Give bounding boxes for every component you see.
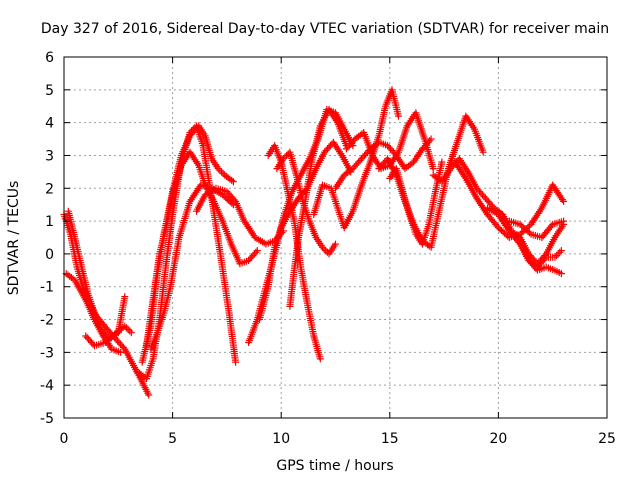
series-s7	[143, 148, 261, 350]
series-s16	[332, 135, 435, 192]
data-point-markers	[516, 237, 565, 271]
series-s3	[64, 207, 129, 343]
data-point-markers	[332, 135, 435, 192]
y-tick-label: -3	[40, 345, 54, 361]
chart-title: Day 327 of 2016, Sidereal Day-to-day VTE…	[41, 21, 609, 37]
series-s12	[264, 142, 324, 363]
series-s21	[451, 158, 568, 241]
x-tick-label: 20	[489, 431, 507, 447]
series-s9	[193, 184, 287, 248]
series-s14	[286, 106, 350, 310]
data-point-markers	[82, 322, 135, 350]
y-tick-label: -4	[40, 378, 54, 394]
x-tick-label: 10	[272, 431, 290, 447]
series-s8	[147, 181, 237, 353]
data-point-markers	[286, 106, 350, 310]
data-point-markers	[143, 148, 261, 350]
data-point-markers	[64, 207, 129, 343]
series-s24	[516, 237, 565, 271]
y-tick-label: -5	[40, 411, 54, 427]
axes: 0 5 10 15 20 25 -5 -4 -3 -2 -1 0 1 2 3 4 5 6	[40, 50, 616, 447]
series-s11	[256, 138, 355, 323]
data-point-markers	[147, 181, 237, 353]
x-axis-title: GPS time / hours	[276, 458, 393, 474]
series-s4	[82, 322, 135, 350]
y-tick-label: 0	[45, 247, 54, 263]
y-tick-label: 1	[45, 214, 54, 230]
y-tick-label: 4	[45, 116, 54, 132]
x-tick-label: 5	[168, 431, 177, 447]
y-tick-label: 6	[45, 50, 54, 66]
data-point-markers	[256, 138, 355, 323]
x-tick-label: 25	[598, 431, 616, 447]
y-axis-title: SDTVAR / TECUs	[6, 181, 22, 296]
data-point-markers	[193, 184, 287, 248]
y-tick-label: -2	[40, 313, 54, 329]
y-tick-label: -1	[40, 280, 54, 296]
data-point-markers	[505, 217, 568, 241]
series-s23	[505, 217, 568, 241]
data-point-markers	[451, 158, 568, 241]
x-tick-label: 15	[381, 431, 399, 447]
data-points	[60, 86, 568, 399]
data-point-markers	[264, 142, 324, 363]
y-tick-label: 2	[45, 181, 54, 197]
plot-frame	[63, 56, 608, 419]
y-tick-label: 5	[45, 83, 54, 99]
y-tick-label: 3	[45, 148, 54, 164]
x-tick-label: 0	[60, 431, 69, 447]
